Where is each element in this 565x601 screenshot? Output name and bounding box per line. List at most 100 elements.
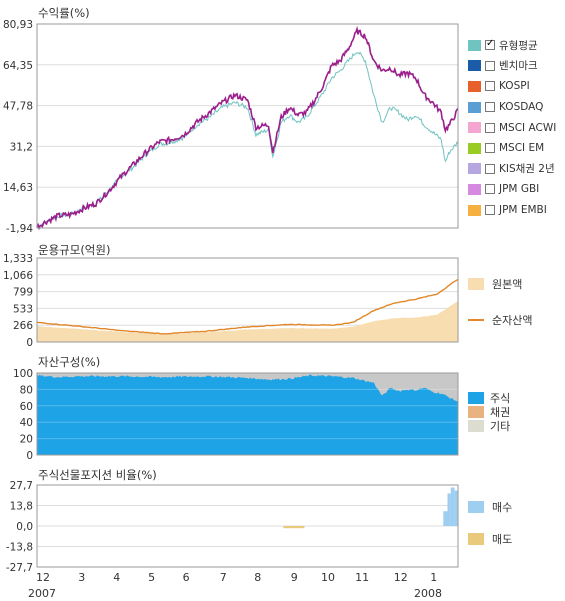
legend-label: 벤치마크: [499, 60, 538, 73]
month-axis: 12 3 4 5 6 7 8 9 10 11 12 1: [36, 571, 437, 584]
buy-bar: [443, 511, 448, 526]
futures-legend: 매수 매도: [468, 499, 512, 547]
legend-label: JPM GBI: [499, 183, 540, 196]
futures-y-tick-label: 27,7: [10, 480, 33, 492]
aum-y-tick-label: 799: [13, 287, 33, 299]
buy-bar: [450, 487, 455, 526]
legend-label: 매수: [492, 501, 513, 514]
checkbox-icon[interactable]: [485, 163, 495, 174]
legend-item-stock: 주식: [468, 391, 510, 405]
month-tick-label: 1: [430, 571, 437, 584]
returns-legend: 유형평균 벤치마크 KOSPI KOSDAQ MSCI ACWI MSCI EM…: [468, 35, 556, 220]
asset-frame: [36, 372, 459, 456]
legend-swatch: [468, 319, 484, 321]
aum-legend: 원본액 순자산액: [468, 276, 532, 328]
returns-y-tick-label: 80,93: [3, 19, 33, 31]
legend-swatch: [468, 80, 481, 92]
legend-item-jpm-embi[interactable]: JPM EMBI: [468, 200, 556, 221]
legend-swatch: [468, 533, 484, 545]
legend-label: 주식: [490, 392, 511, 405]
year-label-2008: 2008: [414, 587, 442, 600]
asset-y-tick-label: 100: [13, 368, 33, 380]
futures-position-panel: 27,7 13,8 0,0 -13,8 -27,7: [6, 480, 459, 574]
aum-y-tick-label: 1,333: [3, 253, 33, 265]
checkbox-icon[interactable]: [485, 143, 495, 154]
sell-bar: [283, 526, 305, 529]
net-asset-line: [36, 278, 459, 335]
legend-label: 매도: [492, 533, 513, 546]
asset-y-tick-label: 40: [20, 417, 33, 429]
legend-label: MSCI ACWI: [499, 121, 557, 134]
legend-label: MSCI EM: [499, 142, 545, 155]
legend-item-fund-average[interactable]: 유형평균: [468, 35, 556, 56]
asset-y-tick-label: 60: [20, 401, 33, 413]
returns-y-tick-label: 14,63: [3, 182, 33, 194]
aum-panel: 1,333 1,066 799 533 266 0: [3, 253, 459, 349]
returns-frame: [36, 23, 459, 229]
legend-swatch: [468, 204, 481, 216]
month-tick-label: 6: [183, 571, 190, 584]
principal-area: [37, 300, 458, 342]
futures-y-tick-label: -13,8: [6, 542, 33, 554]
legend-swatch: [468, 420, 484, 432]
asset-composition-title: 자산구성(%): [38, 355, 100, 369]
legend-label: 유형평균: [499, 39, 538, 52]
legend-swatch: [468, 60, 481, 72]
legend-label: KOSPI: [499, 80, 530, 93]
legend-item-kospi[interactable]: KOSPI: [468, 76, 556, 97]
returns-y-tick-label: 47,78: [3, 101, 33, 113]
checkbox-icon[interactable]: [485, 102, 495, 113]
aum-y-tick-label: 533: [13, 303, 33, 315]
legend-label: KIS채권 2년: [499, 163, 555, 176]
checkbox-icon[interactable]: [485, 122, 495, 133]
futures-y-tick-label: -27,7: [6, 562, 33, 574]
month-tick-label: 4: [113, 571, 120, 584]
legend-label: 채권: [490, 406, 511, 419]
month-tick-label: 3: [78, 571, 85, 584]
asset-composition-legend: 주식 채권 기타: [468, 391, 510, 433]
legend-swatch: [468, 406, 484, 418]
fund-average-line: [36, 25, 459, 231]
legend-swatch: [468, 142, 481, 154]
legend-item-kis-bond[interactable]: KIS채권 2년: [468, 159, 556, 180]
checkbox-icon[interactable]: [485, 184, 495, 195]
legend-swatch: [468, 39, 481, 51]
legend-item-other: 기타: [468, 419, 510, 433]
futures-y-tick-label: 0,0: [16, 521, 33, 533]
aum-y-tick-label: 1,066: [3, 270, 33, 282]
returns-title: 수익률(%): [38, 6, 90, 20]
legend-item-bond: 채권: [468, 405, 510, 419]
legend-label: JPM EMBI: [499, 204, 547, 217]
month-tick-label: 8: [254, 571, 261, 584]
month-tick-label: 7: [220, 571, 227, 584]
futures-position-title: 주식선물포지션 비율(%): [38, 468, 157, 482]
checkbox-icon[interactable]: [485, 60, 495, 71]
legend-swatch: [468, 278, 484, 290]
asset-y-tick-label: 80: [20, 384, 33, 396]
legend-item-benchmark[interactable]: 벤치마크: [468, 56, 556, 77]
legend-swatch: [468, 101, 481, 113]
legend-swatch: [468, 392, 484, 404]
legend-item-kosdaq[interactable]: KOSDAQ: [468, 97, 556, 118]
asset-composition-panel: 100 80 60 40 20 0: [13, 368, 459, 462]
aum-y-tick-label: 0: [26, 337, 33, 349]
legend-label: 순자산액: [492, 314, 533, 327]
legend-item-net-asset: 순자산액: [468, 312, 532, 328]
legend-swatch: [468, 163, 481, 175]
legend-item-principal: 원본액: [468, 276, 532, 292]
legend-swatch: [468, 501, 484, 513]
month-tick-label: 11: [355, 571, 369, 584]
legend-item-msci-em[interactable]: MSCI EM: [468, 138, 556, 159]
legend-item-jpm-gbi[interactable]: JPM GBI: [468, 179, 556, 200]
checkbox-icon[interactable]: [485, 205, 495, 216]
legend-label: 원본액: [492, 278, 523, 291]
checkbox-icon[interactable]: [485, 81, 495, 92]
futures-y-tick-label: 13,8: [10, 501, 33, 513]
legend-item-msci-acwi[interactable]: MSCI ACWI: [468, 117, 556, 138]
asset-y-tick-label: 0: [26, 450, 33, 462]
aum-frame: [36, 257, 459, 343]
legend-item-buy: 매수: [468, 499, 512, 515]
buy-bar: [454, 490, 458, 526]
checkbox-checked-icon[interactable]: [485, 38, 495, 51]
